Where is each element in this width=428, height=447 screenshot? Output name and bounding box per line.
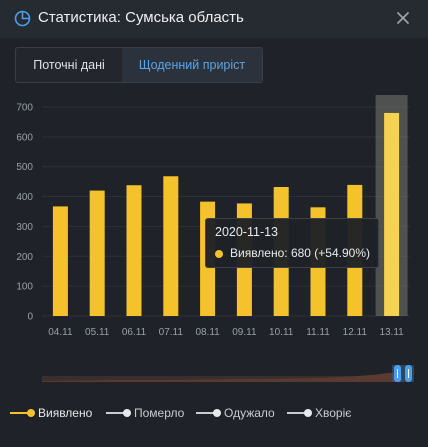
legend-dot <box>27 409 35 417</box>
x-tick-label: 08.11 <box>195 327 220 338</box>
bar-04.11[interactable] <box>52 206 68 316</box>
legend-line <box>106 412 126 414</box>
y-tick-label: 600 <box>16 132 33 143</box>
legend-item-recovered[interactable]: Одужало <box>196 404 290 422</box>
dialog-title: Статистика: Сумська область <box>38 9 244 26</box>
x-tick-label: 13.11 <box>379 327 404 338</box>
legend-dot <box>123 409 131 417</box>
legend-item-died[interactable]: Померло <box>106 404 200 422</box>
y-tick-label: 500 <box>16 162 33 173</box>
y-tick-label: 300 <box>16 222 33 233</box>
y-tick-label: 0 <box>27 312 33 323</box>
tooltip-series-dot <box>215 250 223 258</box>
x-tick-label: 06.11 <box>122 327 147 338</box>
y-tick-label: 400 <box>16 192 33 203</box>
pie-chart-icon <box>14 10 31 27</box>
range-navigator[interactable] <box>42 362 414 384</box>
legend-label: Хворіє <box>315 406 352 420</box>
legend-item-detected[interactable]: Виявлено <box>10 404 104 422</box>
x-tick-label: 10.11 <box>269 327 294 338</box>
chart-tooltip: 2020-11-13 Виявлено: 680 (+54.90%) <box>205 218 379 268</box>
header: Статистика: Сумська область <box>0 0 428 38</box>
legend-label: Померло <box>134 406 185 420</box>
y-tick-label: 100 <box>16 282 33 293</box>
bar-05.11[interactable] <box>89 190 105 316</box>
legend-line <box>196 412 216 414</box>
x-tick-label: 07.11 <box>159 327 184 338</box>
tab-bar: Поточні дані Щоденний приріст <box>15 47 263 83</box>
tab-current-data[interactable]: Поточні дані <box>33 58 105 72</box>
legend-item-sick[interactable]: Хворіє <box>287 404 387 422</box>
tooltip-value: Виявлено: 680 (+54.90%) <box>230 246 371 260</box>
x-tick-label: 09.11 <box>232 327 257 338</box>
close-icon[interactable] <box>393 8 413 28</box>
x-tick-label: 04.11 <box>48 327 73 338</box>
legend-label: Виявлено <box>38 406 93 420</box>
legend-line <box>10 412 30 414</box>
legend-label: Одужало <box>224 406 275 420</box>
x-tick-label: 11.11 <box>306 327 330 338</box>
legend-line <box>287 412 307 414</box>
bar-06.11[interactable] <box>126 185 142 316</box>
tooltip-date: 2020-11-13 <box>215 225 279 239</box>
bar-13.11[interactable] <box>384 112 400 316</box>
bar-07.11[interactable] <box>163 176 179 316</box>
x-tick-label: 05.11 <box>85 327 110 338</box>
y-tick-label: 200 <box>16 252 33 263</box>
legend-dot <box>304 409 312 417</box>
legend-dot <box>213 409 221 417</box>
tab-daily-growth[interactable]: Щоденний приріст <box>122 48 262 82</box>
bar-chart: 0 100 200 300 400 500 600 700 04.11 05.11 06.11 07.… <box>16 95 410 338</box>
y-tick-label: 700 <box>16 102 33 113</box>
x-tick-label: 12.11 <box>343 327 368 338</box>
